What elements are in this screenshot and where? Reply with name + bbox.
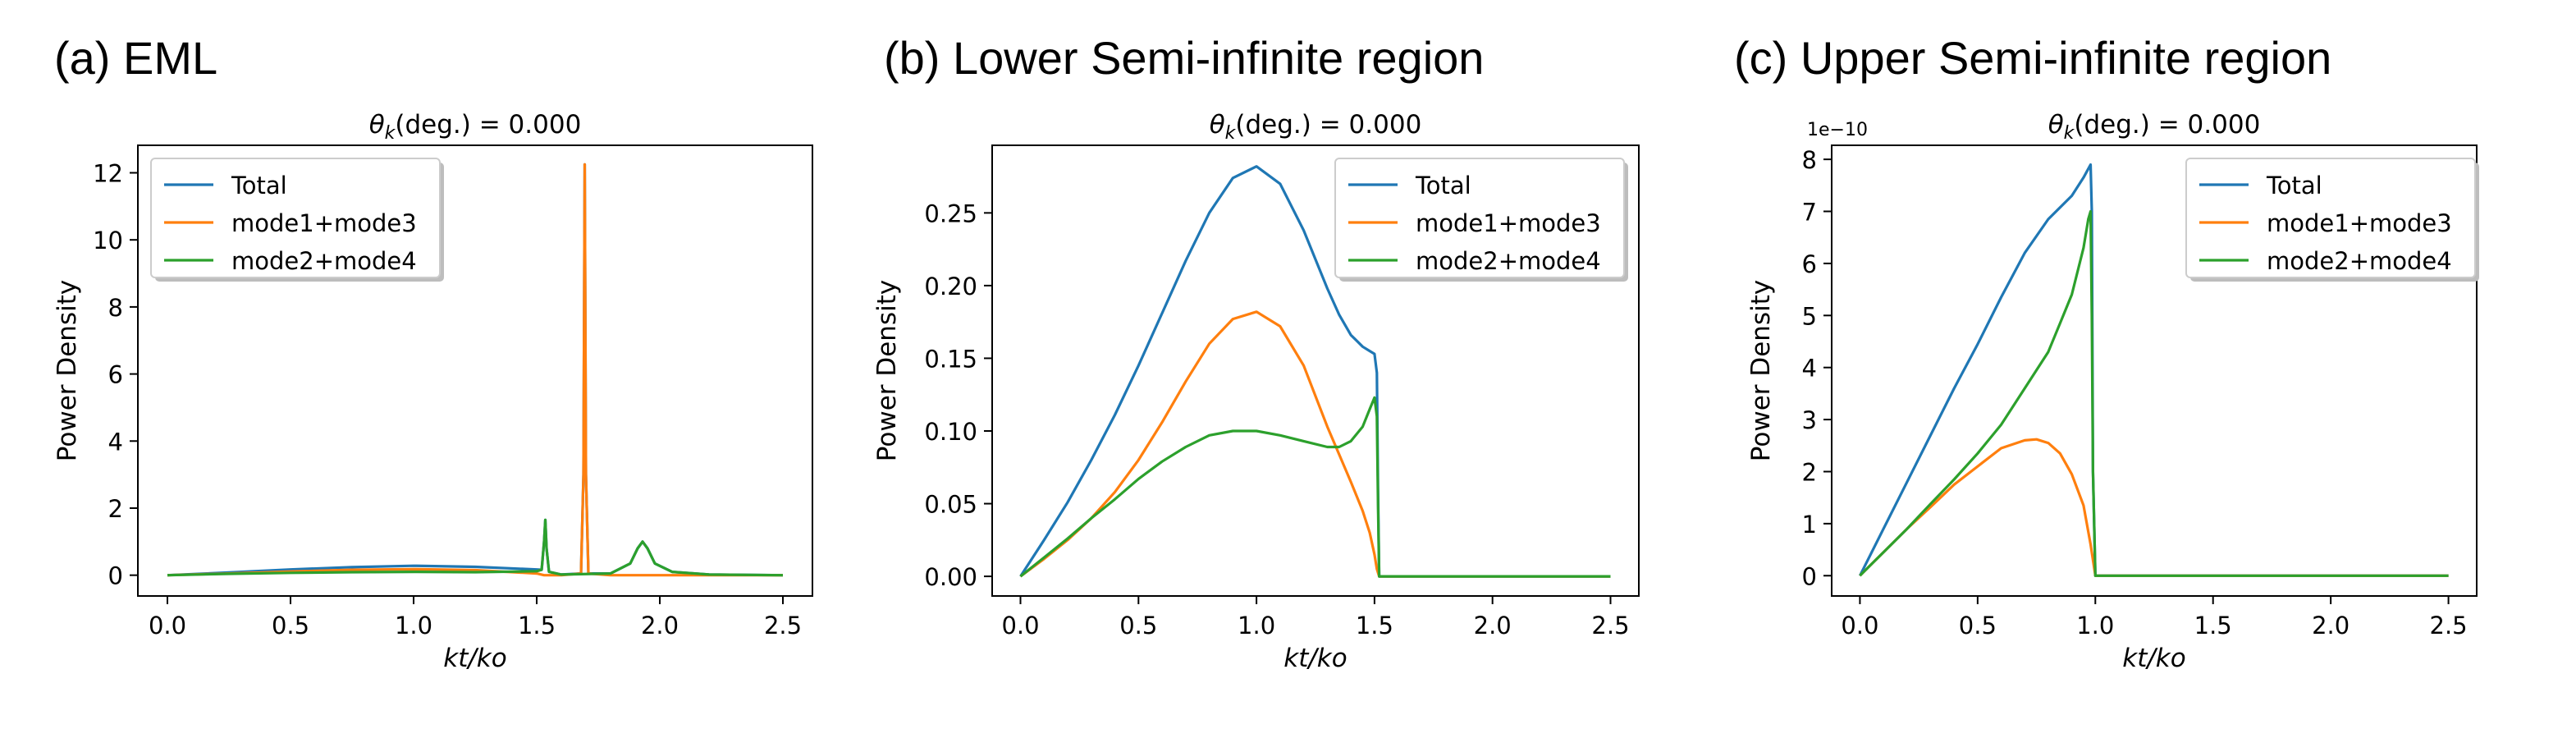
x-tick-label: 2.5 xyxy=(1591,612,1629,639)
panel-label: (b) Lower Semi-infinite region xyxy=(884,32,1484,84)
x-tick-label: 2.5 xyxy=(764,612,802,639)
y-tick-label: 7 xyxy=(1802,199,1817,227)
chart-title-symbol: θ xyxy=(369,110,385,140)
x-tick-label: 0.5 xyxy=(272,612,309,639)
x-tick-label: 2.5 xyxy=(2430,612,2468,639)
x-tick-label: 0.0 xyxy=(149,612,186,639)
series-line-1 xyxy=(1019,165,1611,578)
legend-label-1: Total xyxy=(1415,172,1471,199)
legend-label-2: mode1+mode3 xyxy=(1416,209,1601,237)
y-tick-label: 0 xyxy=(1802,562,1817,590)
plot-frame xyxy=(991,144,1640,597)
chart-title-subscript: k xyxy=(1225,123,1237,144)
legend: Total mode1+mode3 mode2+mode4 xyxy=(1334,158,1628,282)
chart-title: θk(deg.) = 0.000 xyxy=(369,110,582,144)
y-tick-label: 0.05 xyxy=(924,491,977,519)
y-tick-label: 5 xyxy=(1802,302,1817,330)
y-tick-label: 10 xyxy=(93,227,123,254)
chart-title-rest: (deg.) = 0.000 xyxy=(1235,110,1421,140)
y-tick-label: 4 xyxy=(108,428,123,456)
chart-title-subscript: k xyxy=(385,123,396,144)
x-tick-label: 2.0 xyxy=(641,612,679,639)
legend-label-3: mode2+mode4 xyxy=(1416,247,1601,275)
x-tick-label: 1.5 xyxy=(518,612,556,639)
chart-title-subscript: k xyxy=(2064,123,2075,144)
y-tick-label: 1 xyxy=(1802,511,1817,539)
x-tick-label: 0.5 xyxy=(1959,612,1997,639)
x-tick-label: 1.0 xyxy=(395,612,432,639)
chart-title: θk(deg.) = 0.000 xyxy=(2048,110,2261,144)
series-line-3 xyxy=(1019,396,1611,578)
series-line-2 xyxy=(167,163,783,577)
x-tick-label: 0.5 xyxy=(1119,612,1157,639)
y-tick-label: 0.20 xyxy=(924,273,977,300)
chart-title-rest: (deg.) = 0.000 xyxy=(395,110,581,140)
y-tick-label: 8 xyxy=(1802,146,1817,174)
legend: Total mode1+mode3 mode2+mode4 xyxy=(150,158,444,282)
y-tick-label: 0.10 xyxy=(924,418,977,446)
panel-label: (c) Upper Semi-infinite region xyxy=(1734,32,2331,84)
y-offset-label: 1e−10 xyxy=(1807,120,1868,140)
y-tick-label: 0 xyxy=(108,562,123,590)
series-line-2 xyxy=(1019,310,1611,578)
chart-title-rest: (deg.) = 0.000 xyxy=(2074,110,2260,140)
chart-panel-3: (c) Upper Semi-infinite region θk(deg.) =… xyxy=(1734,32,2479,673)
chart-title-symbol: θ xyxy=(2048,110,2064,140)
x-tick-label: 0.0 xyxy=(1001,612,1039,639)
chart-title: θk(deg.) = 0.000 xyxy=(1210,110,1422,144)
x-axis-label: kt/ko xyxy=(1283,644,1347,673)
y-tick-label: 3 xyxy=(1802,406,1817,434)
x-axis-label: kt/ko xyxy=(443,644,506,673)
plot-frame xyxy=(1831,144,2478,597)
y-tick-label: 8 xyxy=(108,294,123,322)
y-tick-label: 2 xyxy=(108,495,123,523)
chart-panel-2: (b) Lower Semi-infinite region θk(deg.) =… xyxy=(872,32,1640,673)
y-tick-label: 6 xyxy=(1802,250,1817,278)
panel-label: (a) EML xyxy=(54,32,217,84)
legend-label-3: mode2+mode4 xyxy=(231,247,417,275)
x-tick-label: 1.0 xyxy=(2076,612,2114,639)
y-axis-label: Power Density xyxy=(872,280,902,461)
y-axis-label: Power Density xyxy=(53,280,82,461)
y-tick-label: 0.25 xyxy=(924,199,977,227)
legend-label-1: Total xyxy=(231,172,287,199)
legend-label-2: mode1+mode3 xyxy=(2267,209,2452,237)
x-tick-label: 1.5 xyxy=(1356,612,1393,639)
y-tick-label: 6 xyxy=(108,361,123,389)
series-line-3 xyxy=(167,518,784,577)
x-tick-label: 0.0 xyxy=(1841,612,1878,639)
plot-frame xyxy=(137,144,813,597)
chart-title-symbol: θ xyxy=(1210,110,1225,140)
x-tick-label: 1.5 xyxy=(2194,612,2232,639)
series-line-2 xyxy=(1859,438,2449,577)
y-tick-label: 2 xyxy=(1802,458,1817,486)
y-axis-label: Power Density xyxy=(1746,280,1776,461)
series-line-3 xyxy=(1859,209,2449,577)
legend-label-3: mode2+mode4 xyxy=(2267,247,2452,275)
legend-box xyxy=(2185,158,2476,278)
x-axis-label: kt/ko xyxy=(2122,644,2185,673)
x-tick-label: 2.0 xyxy=(1474,612,1512,639)
y-tick-label: 4 xyxy=(1802,355,1817,383)
x-tick-label: 1.0 xyxy=(1238,612,1275,639)
legend-box xyxy=(1334,158,1625,278)
legend-label-2: mode1+mode3 xyxy=(231,209,417,237)
legend: Total mode1+mode3 mode2+mode4 xyxy=(2185,158,2479,282)
y-tick-label: 0.15 xyxy=(924,345,977,373)
chart-panel-1: (a) EML θk(deg.) = 0.000 0.0 0.5 1.0 1.5 2.0 2.… xyxy=(53,32,813,673)
x-tick-label: 2.0 xyxy=(2312,612,2350,639)
y-tick-label: 12 xyxy=(93,159,123,187)
legend-box xyxy=(150,158,441,278)
y-tick-label: 0.00 xyxy=(924,563,977,591)
legend-label-1: Total xyxy=(2266,172,2322,199)
